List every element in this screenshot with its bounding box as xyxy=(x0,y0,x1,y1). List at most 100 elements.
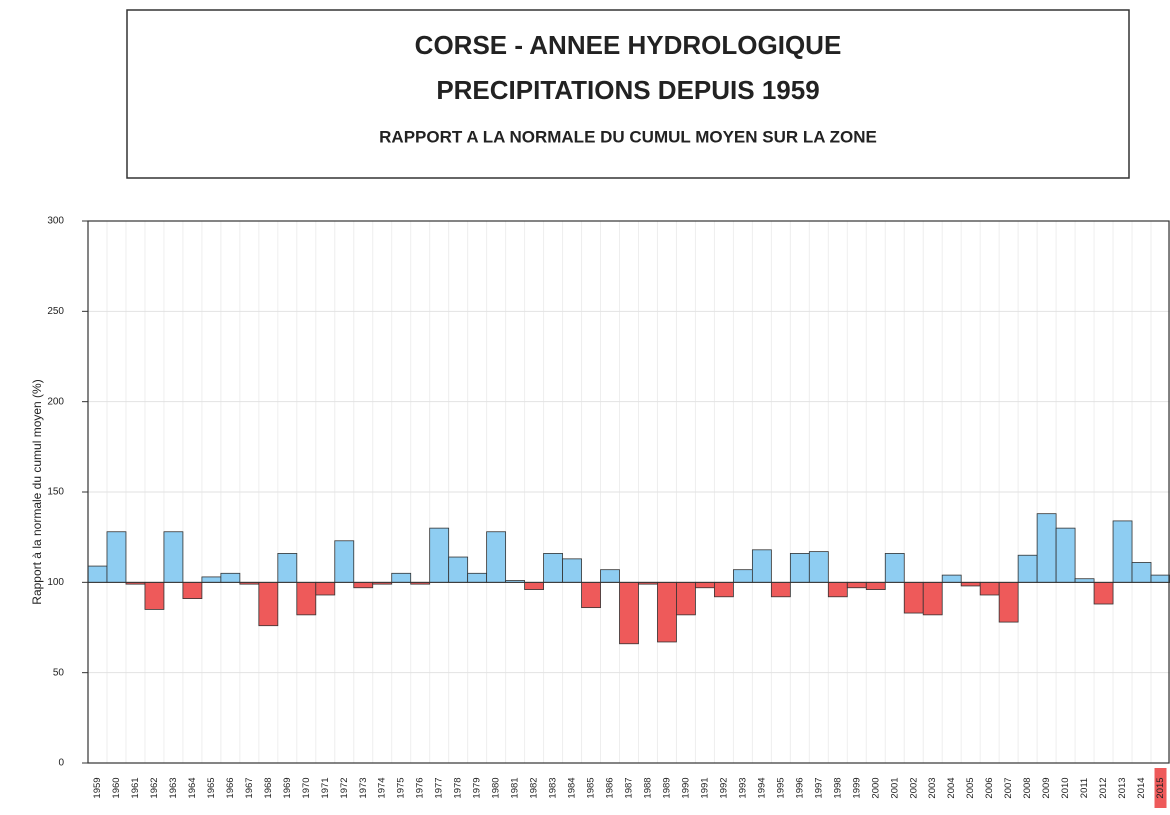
x-tick-label: 1972 xyxy=(339,777,350,798)
bar xyxy=(486,531,507,583)
bar xyxy=(865,581,886,590)
y-tick-label: 50 xyxy=(53,667,65,678)
x-tick-label: 2007 xyxy=(1003,777,1014,798)
x-tick-label: 1970 xyxy=(301,777,312,798)
x-tick-label: 1980 xyxy=(491,777,502,798)
chart-subtitle: PRECIPITATIONS DEPUIS 1959 xyxy=(436,75,819,105)
x-tick-label: 2004 xyxy=(946,777,957,798)
x-tick-label: 2000 xyxy=(870,777,881,798)
bar xyxy=(1112,520,1133,583)
x-tick-label: 1992 xyxy=(718,777,729,798)
x-tick-label: 1996 xyxy=(794,777,805,798)
y-tick-label: 0 xyxy=(58,758,64,769)
bar xyxy=(106,531,127,583)
x-tick-label: 2011 xyxy=(1079,778,1090,798)
bar xyxy=(201,576,222,583)
x-tick-label: 1959 xyxy=(92,777,103,798)
bar xyxy=(733,569,753,583)
x-tick-label: 2002 xyxy=(908,777,919,798)
x-tick-label: 1985 xyxy=(586,777,597,798)
x-tick-label: 1983 xyxy=(548,777,559,798)
x-tick-label: 1974 xyxy=(377,777,388,798)
bar xyxy=(429,527,450,583)
x-tick-label: 1971 xyxy=(320,777,331,798)
x-tick-label: 2003 xyxy=(927,777,938,798)
bar xyxy=(600,569,620,583)
bar xyxy=(315,581,336,596)
x-tick-label: 1977 xyxy=(434,777,445,798)
bar xyxy=(1017,554,1038,583)
bar xyxy=(770,581,791,598)
bar xyxy=(979,581,1000,596)
x-tick-label: 1994 xyxy=(756,777,767,798)
bar xyxy=(296,581,317,616)
x-tick-label: 1968 xyxy=(263,777,274,798)
bar xyxy=(1131,562,1152,583)
bar xyxy=(1055,527,1076,583)
bar xyxy=(619,581,639,645)
x-tick-label: 1991 xyxy=(699,777,710,798)
x-tick-label: 1997 xyxy=(813,777,824,798)
bar xyxy=(448,556,469,583)
x-tick-label: 1989 xyxy=(661,777,672,798)
x-tick-label: 2010 xyxy=(1060,777,1071,798)
x-tick-label: 1990 xyxy=(680,777,691,798)
x-tick-label: 2014 xyxy=(1136,777,1147,798)
x-tick-label: 2015 xyxy=(1155,777,1166,798)
title-box xyxy=(126,9,1130,179)
bar xyxy=(258,581,279,627)
bar xyxy=(1150,574,1170,583)
chart-title: CORSE - ANNEE HYDROLOGIQUE xyxy=(415,30,842,60)
x-tick-label: 2008 xyxy=(1022,777,1033,798)
x-tick-label: 1988 xyxy=(642,777,653,798)
bar xyxy=(524,581,544,590)
bar xyxy=(562,558,582,583)
x-tick-label: 2006 xyxy=(984,777,995,798)
bar xyxy=(960,581,981,587)
bar xyxy=(182,581,203,599)
x-tick-label: 1981 xyxy=(510,777,521,798)
bar xyxy=(695,581,715,589)
chart-caption: RAPPORT A LA NORMALE DU CUMUL MOYEN SUR … xyxy=(379,127,877,146)
bar xyxy=(277,553,298,583)
x-tick-label: 1984 xyxy=(567,777,578,798)
x-tick-label: 1965 xyxy=(206,777,217,798)
x-tick-label: 1960 xyxy=(111,777,122,798)
x-tick-label: 1969 xyxy=(282,777,293,798)
x-tick-label: 1966 xyxy=(225,777,236,798)
x-tick-label: 1998 xyxy=(832,777,843,798)
x-tick-label: 2013 xyxy=(1117,777,1128,798)
y-tick-label: 150 xyxy=(47,487,64,498)
plot-frame xyxy=(87,220,1170,764)
x-tick-label: 1993 xyxy=(737,777,748,798)
y-tick-label: 250 xyxy=(47,306,64,317)
x-tick-label: 1975 xyxy=(396,777,407,798)
y-tick-label: 300 xyxy=(47,216,64,227)
bar xyxy=(163,531,184,583)
highlight xyxy=(1154,768,1167,808)
x-tick-label: 1967 xyxy=(244,777,255,798)
x-tick-label: 2009 xyxy=(1041,777,1052,798)
x-tick-label: 1973 xyxy=(358,777,369,798)
bar xyxy=(144,581,165,610)
x-tick-label: 1976 xyxy=(415,777,426,798)
x-tick-label: 1979 xyxy=(472,777,483,798)
bar xyxy=(334,540,355,583)
bar xyxy=(998,581,1019,623)
bar xyxy=(220,572,241,583)
x-tick-label: 2012 xyxy=(1098,777,1109,798)
bar xyxy=(827,581,848,598)
x-tick-label: 1964 xyxy=(187,777,198,798)
y-axis-label: Rapport à la normale du cumul moyen (%) xyxy=(30,379,44,604)
bar xyxy=(1074,578,1095,583)
bar xyxy=(922,581,943,616)
bar xyxy=(714,581,734,598)
y-tick-label: 200 xyxy=(47,396,64,407)
bar xyxy=(789,553,810,583)
bar xyxy=(353,581,374,589)
x-tick-label: 1995 xyxy=(775,777,786,798)
bar xyxy=(581,581,601,609)
x-tick-label: 1987 xyxy=(624,777,635,798)
bar xyxy=(1036,513,1057,583)
